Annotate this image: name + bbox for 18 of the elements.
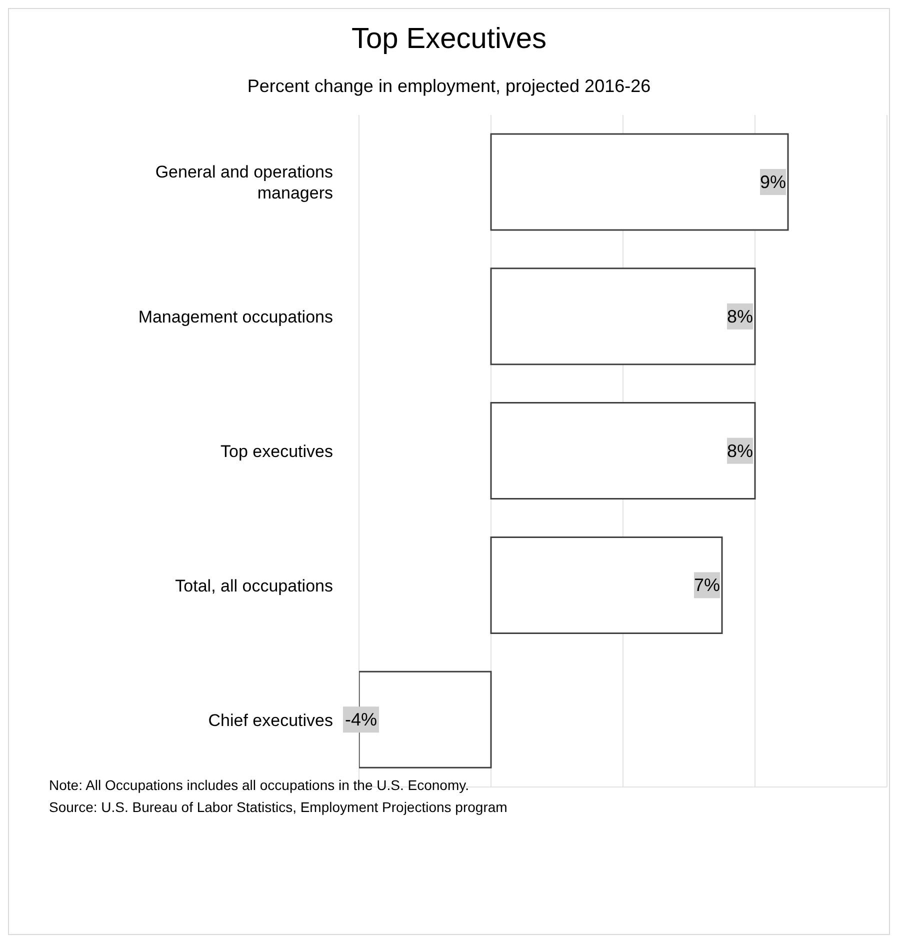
- annotation: Note: All Occupations includes all occupations in the U.S. Economy.: [49, 776, 470, 795]
- chart-title: Top Executives: [350, 23, 548, 56]
- y-tick-label: Management occupations: [138, 308, 333, 327]
- y-tick-label: Total, all occupations: [175, 576, 333, 596]
- data-label: 7%: [694, 575, 720, 596]
- y-tick-label: General and operations managers: [155, 162, 333, 203]
- bar: [490, 133, 789, 231]
- data-label: -4%: [344, 710, 378, 730]
- data-label: 9%: [760, 172, 786, 192]
- data-label: 8%: [726, 440, 754, 461]
- bar: [490, 536, 723, 634]
- source-note: Source: U.S. Bureau of Labor Statistics, Employment Projections program: [49, 798, 508, 817]
- bar: [490, 268, 756, 366]
- chart-subtitle: Percent change in employment, projected 2016-26: [246, 76, 652, 97]
- bar: [490, 402, 756, 500]
- data-label: 8%: [726, 306, 754, 326]
- y-tick-label: Chief executives: [208, 710, 333, 730]
- y-tick-label: Top executives: [220, 442, 333, 461]
